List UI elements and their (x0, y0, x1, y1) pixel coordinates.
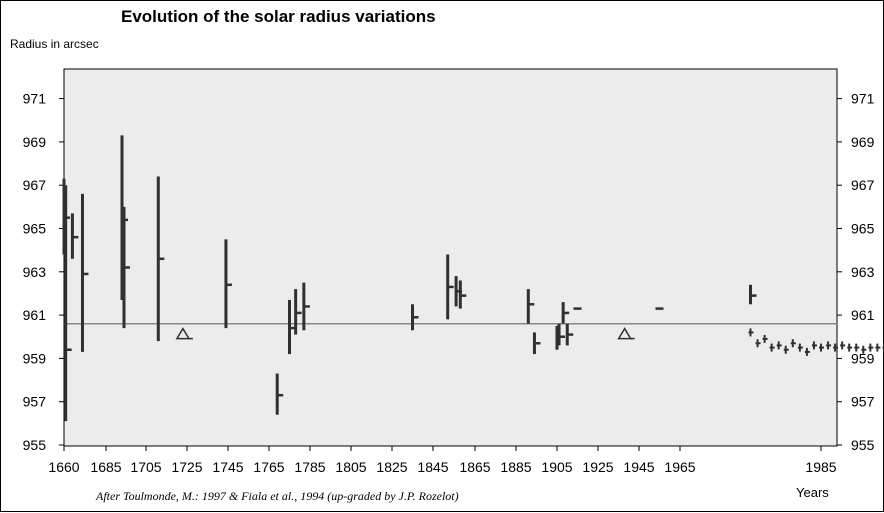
y-tick-label-right: 959 (851, 350, 875, 366)
chart-title: Evolution of the solar radius variations (121, 7, 436, 26)
y-tick-label-right: 969 (851, 134, 875, 150)
x-tick-label: 1965 (664, 459, 695, 475)
y-tick-label-right: 961 (851, 307, 875, 323)
y-axis-label: Radius in arcsec (10, 37, 99, 51)
x-tick-label: 1745 (212, 459, 243, 475)
y-tick-label-right: 963 (851, 264, 875, 280)
triangle-marker (175, 327, 191, 340)
y-tick-label-left: 969 (23, 134, 47, 150)
y-tick-label-right: 971 (851, 91, 875, 107)
triangle-marker (617, 327, 632, 340)
chart-caption: After Toulmonde, M.: 1997 & Fiala et al.… (96, 489, 459, 503)
x-tick-label: 1825 (376, 459, 407, 475)
x-tick-label: 1805 (335, 459, 366, 475)
x-tick-label: 1905 (541, 459, 572, 475)
x-tick-label: 1785 (294, 459, 325, 475)
y-tick-label-right: 967 (851, 177, 875, 193)
x-tick-label: 1985 (805, 459, 836, 475)
y-tick-label-left: 961 (23, 307, 47, 323)
x-tick-label: 1725 (171, 459, 202, 475)
x-tick-label: 1945 (623, 459, 654, 475)
y-tick-label-left: 965 (23, 221, 47, 237)
x-tick-label: 1885 (500, 459, 531, 475)
plot-area (63, 68, 838, 447)
y-tick-label-left: 957 (23, 394, 47, 410)
x-tick-label: 1765 (253, 459, 284, 475)
y-tick-label-right: 957 (851, 394, 875, 410)
y-tick-label-left: 959 (23, 350, 47, 366)
y-tick-label-left: 967 (23, 177, 47, 193)
y-tick-label-left: 971 (23, 91, 47, 107)
y-tick-label-right: 955 (851, 437, 875, 453)
x-tick-label: 1660 (48, 459, 79, 475)
x-tick-label: 1845 (417, 459, 448, 475)
y-tick-label-left: 963 (23, 264, 47, 280)
y-tick-label-left: 955 (23, 437, 47, 453)
x-tick-label: 1925 (582, 459, 613, 475)
x-tick-label: 1685 (90, 459, 121, 475)
y-tick-label-right: 965 (851, 221, 875, 237)
x-tick-label: 1705 (130, 459, 161, 475)
x-axis-label: Years (796, 485, 829, 500)
x-tick-label: 1865 (459, 459, 490, 475)
